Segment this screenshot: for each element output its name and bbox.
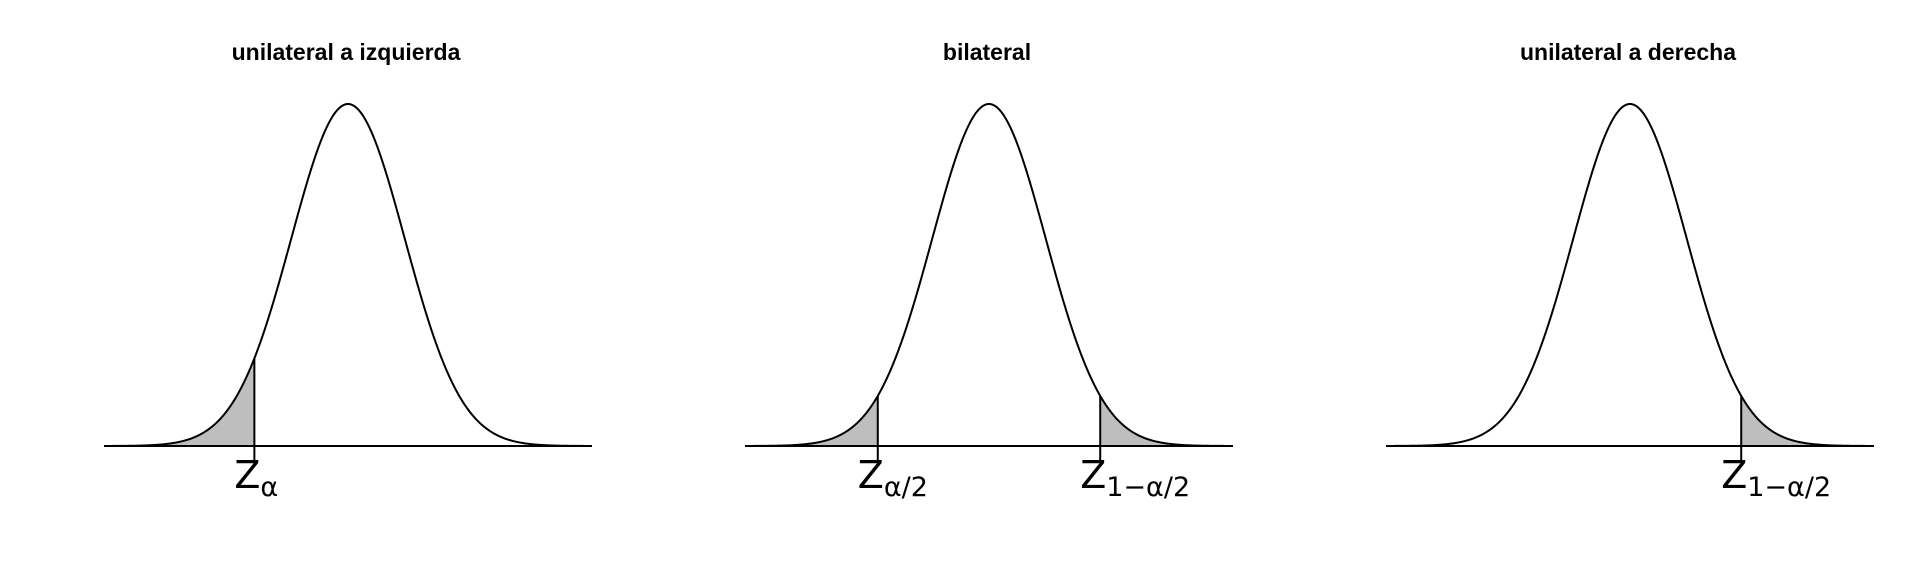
plot-right: Z1−α/2 [1385,102,1875,503]
normal-density-curve [744,102,1234,447]
critical-value-label-0: Zα/2 [858,453,928,503]
panel-title-left: unilateral a izquierda [232,39,461,65]
normal-density-curve [1385,102,1875,447]
panel-title-right: unilateral a derecha [1520,39,1736,65]
critical-value-label-0: Zα [234,453,278,503]
panel-left: unilateral a izquierda Zα [103,39,593,503]
panel-right: unilateral a derecha Z1−α/2 [1385,39,1875,503]
critical-value-label-1: Z1−α/2 [1080,453,1190,503]
rejection-region-0 [104,358,255,446]
critical-value-label-0: Z1−α/2 [1721,453,1831,503]
normal-density-curve [103,102,593,447]
panel-title-center: bilateral [943,39,1031,65]
plot-center: Zα/2 Z1−α/2 [744,102,1234,503]
panel-center: bilateral Zα/2 Z1−α/2 [744,39,1234,503]
plot-left: Zα [103,102,593,503]
